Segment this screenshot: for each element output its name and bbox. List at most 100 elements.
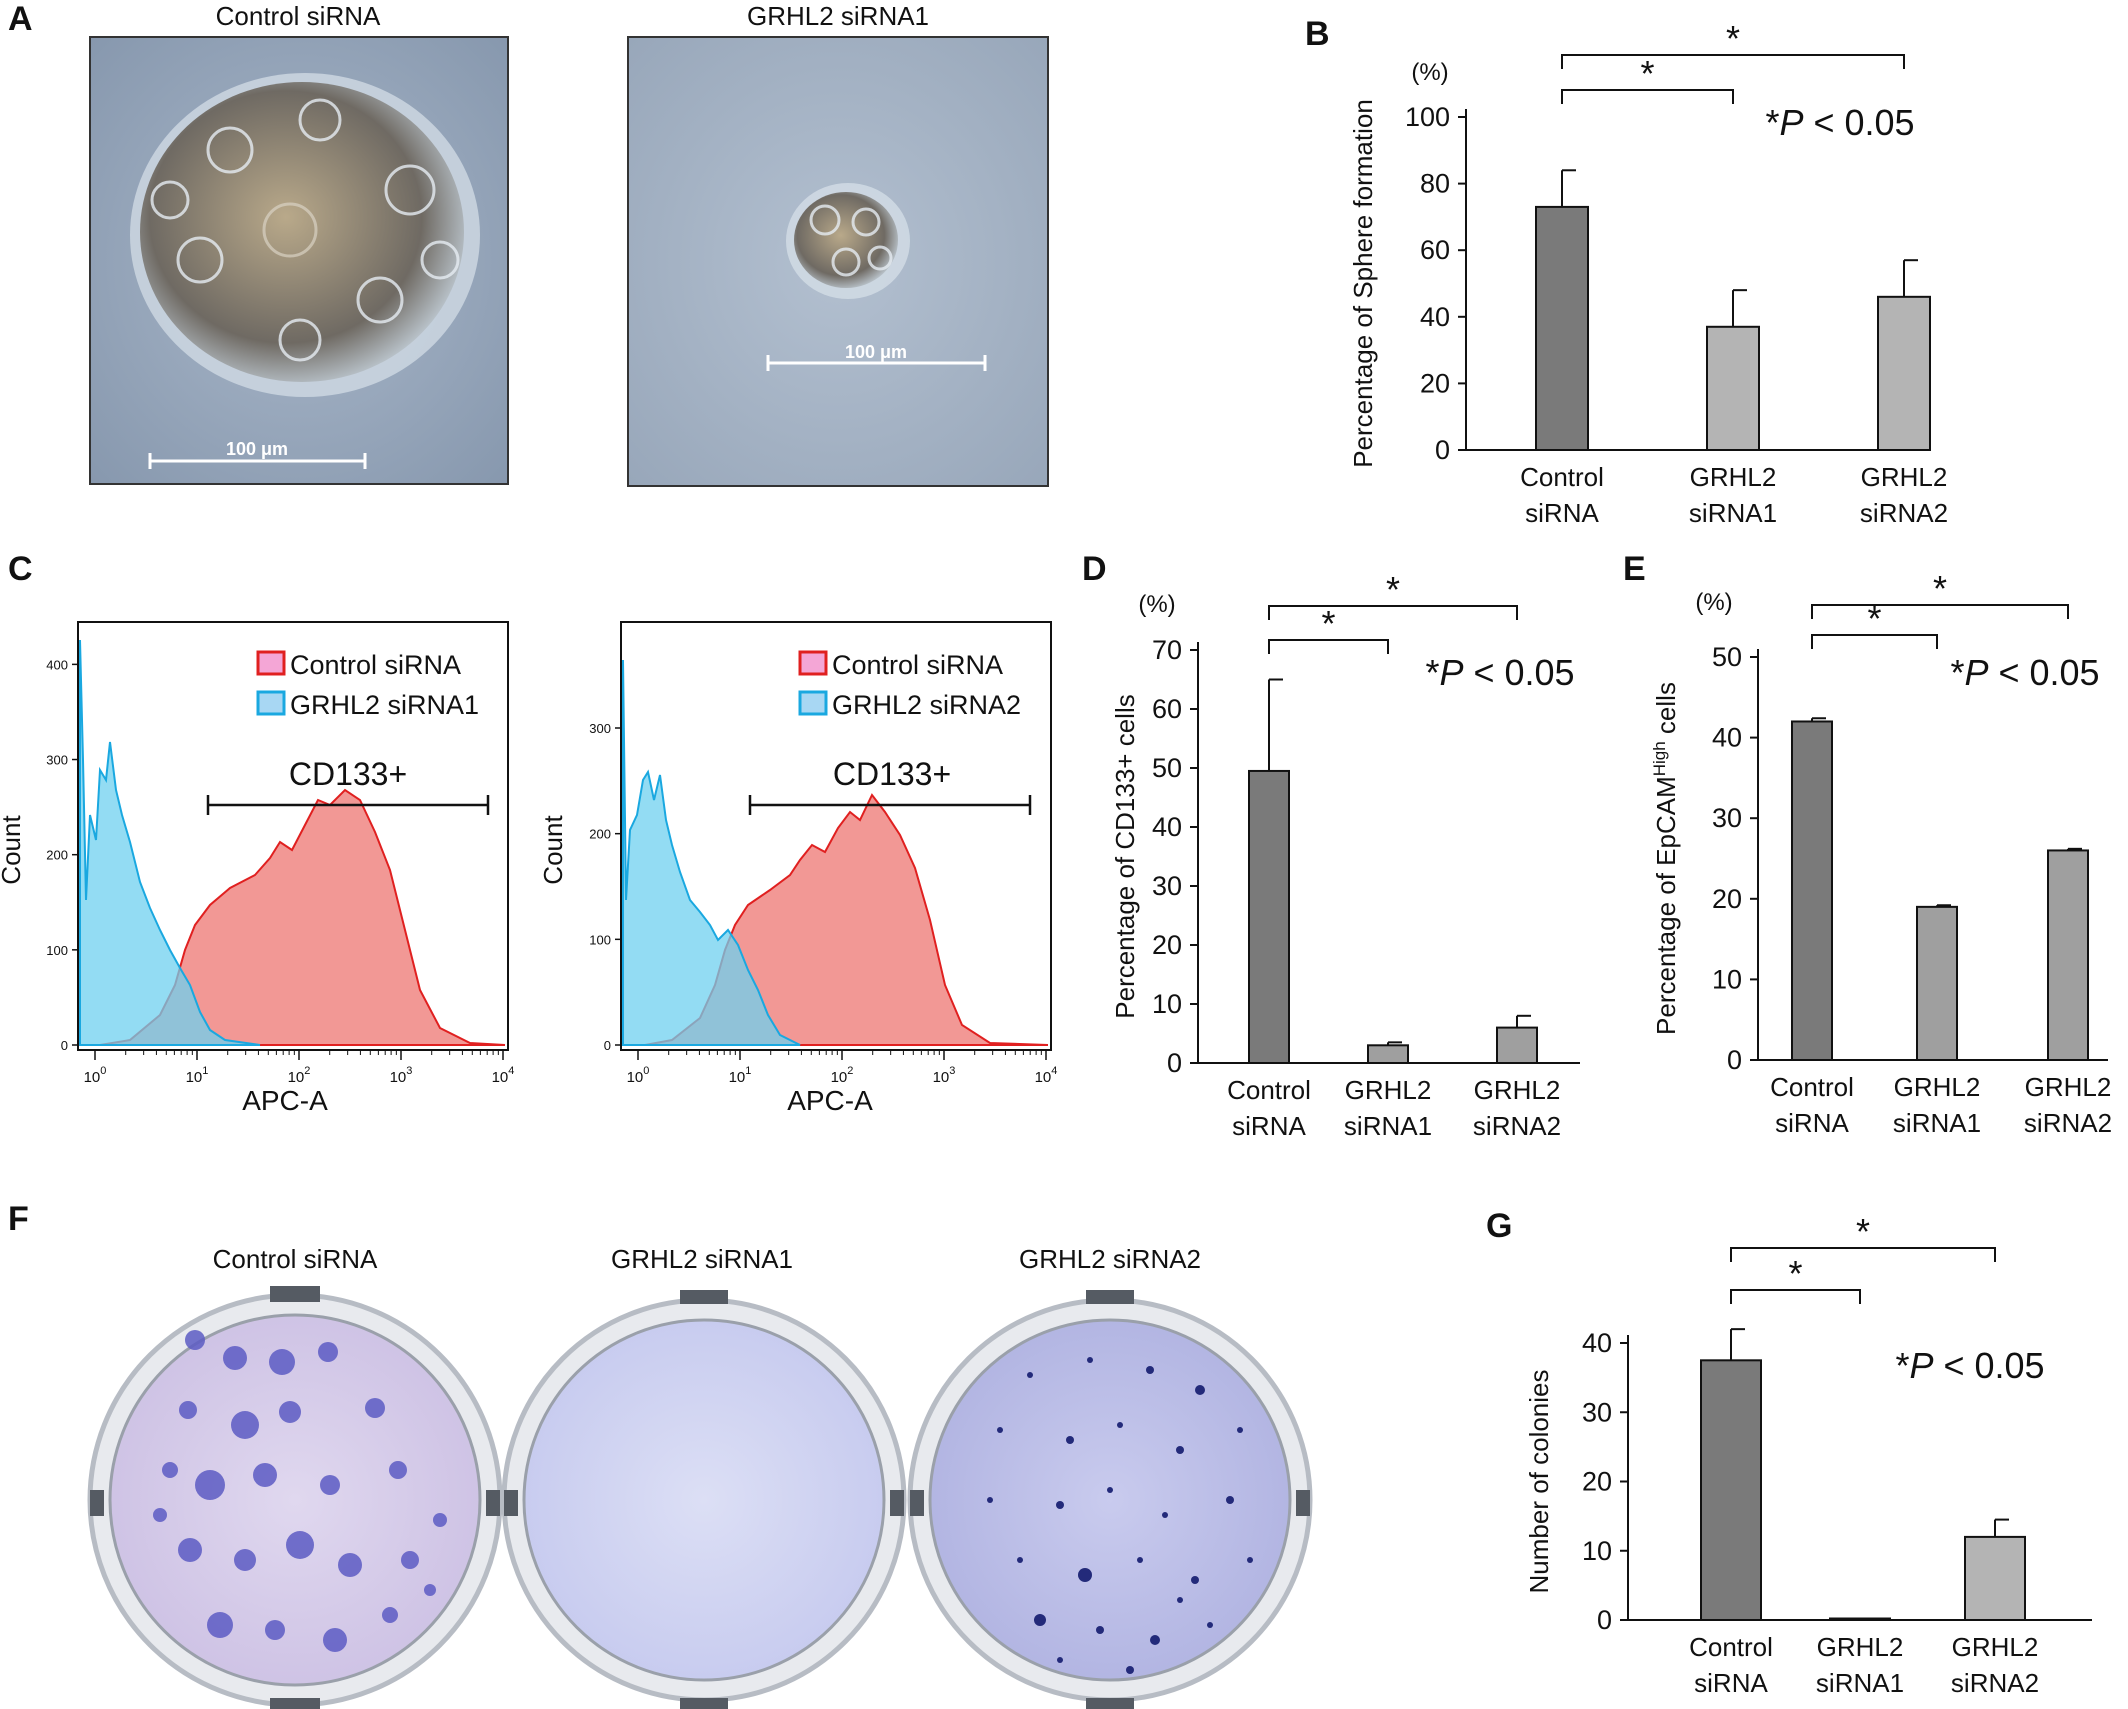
x-category-label: siRNA2 [1473, 1111, 1561, 1141]
significance-bracket [1730, 1289, 1861, 1304]
x-category-label: siRNA [1525, 498, 1599, 528]
significance-mark: * [1933, 568, 1947, 609]
y-tick-label: 0 [1167, 1048, 1182, 1078]
histogram-knockdown-area [622, 659, 801, 1046]
y-tick-label: 400 [46, 657, 68, 672]
y-axis-label-superscript: High [1650, 741, 1669, 776]
y-unit-label: (%) [1695, 589, 1732, 616]
x-tick-label: 101 [186, 1065, 209, 1086]
bar [1367, 1044, 1409, 1065]
chart-epcam-high-cells: 0 10 20 30 40 50 Control siRNA GRHL2 siRNA1 GRHL2 s… [1650, 568, 2112, 1138]
x-tick-exponent: 4 [508, 1065, 514, 1077]
panel-letter-e: E [1623, 550, 1646, 588]
legend-control: Control siRNA [832, 650, 1003, 680]
x-axis-ticks: 100 101 102 103 104 [627, 1050, 1058, 1086]
y-unit-label: (%) [1138, 591, 1175, 618]
p-value-annotation: *P < 0.05 [1765, 102, 1914, 143]
x-category-label: siRNA1 [1893, 1108, 1981, 1138]
y-tick-label: 40 [1420, 302, 1450, 332]
y-tick-label: 0 [1727, 1045, 1742, 1075]
p-value-symbol: P [1779, 102, 1803, 143]
y-tick-label: 20 [1152, 930, 1182, 960]
panel-letter-d: D [1082, 550, 1107, 588]
bar [1791, 720, 1833, 1061]
y-tick-label: 300 [589, 721, 611, 736]
micrograph-label: Control siRNA [216, 1, 381, 31]
y-tick-label: 20 [1582, 1467, 1612, 1497]
x-tick-label: 104 [1035, 1065, 1058, 1086]
micrograph-control: Control siRNA 100 μm [89, 1, 509, 485]
panel-letter-g: G [1486, 1207, 1512, 1245]
x-tick-label: 100 [84, 1065, 107, 1086]
plate-label: GRHL2 siRNA1 [611, 1244, 793, 1274]
x-category-label: siRNA1 [1689, 498, 1777, 528]
p-value-threshold: < 0.05 [1803, 102, 1914, 143]
y-axis-label: Number of colonies [1524, 1370, 1554, 1594]
y-tick-label: 20 [1712, 884, 1742, 914]
y-tick-label: 20 [1420, 368, 1450, 398]
y-tick-label: 0 [604, 1038, 611, 1053]
y-axis-label: Percentage of CD133+ cells [1110, 694, 1140, 1018]
plate-control: Control siRNA [87, 1244, 503, 1709]
y-tick-label: 0 [61, 1038, 68, 1053]
significance-mark: * [1386, 569, 1400, 610]
plate-label: Control siRNA [213, 1244, 378, 1274]
y-tick-label: 100 [589, 932, 611, 947]
bar [1496, 1026, 1538, 1064]
flow-legend: Control siRNA GRHL2 siRNA1 [256, 650, 479, 720]
legend-knockdown: GRHL2 siRNA1 [290, 690, 479, 720]
x-tick-label: 102 [831, 1065, 854, 1086]
plate-label: GRHL2 siRNA2 [1019, 1244, 1201, 1274]
y-tick-label: 70 [1152, 635, 1182, 665]
histogram-knockdown-area [79, 639, 261, 1046]
cell-sphere-small [786, 183, 910, 299]
x-axis-ticks: 100 101 102 103 104 [84, 1050, 514, 1086]
scale-bar: 100 μm [766, 342, 987, 371]
p-value-threshold: < 0.05 [1988, 652, 2099, 693]
p-value-threshold: < 0.05 [1933, 1345, 2044, 1386]
y-axis-label: Percentage of Sphere formation [1348, 99, 1378, 468]
bar [1700, 1359, 1762, 1621]
panel-letter-f: F [8, 1200, 29, 1238]
scale-bar: 100 μm [148, 439, 367, 469]
panel-letter-b: B [1305, 15, 1330, 53]
bar [1706, 325, 1760, 452]
y-axis-ticks: 0 100 200 300 400 [46, 657, 78, 1053]
x-category-label: GRHL2 [1345, 1075, 1432, 1105]
y-tick-label: 0 [1597, 1605, 1612, 1635]
y-tick-label: 100 [1405, 102, 1450, 132]
y-tick-label: 50 [1152, 753, 1182, 783]
x-axis-label: APC-A [787, 1085, 873, 1116]
scale-bar-label: 100 μm [845, 342, 907, 362]
significance-bracket [1561, 89, 1734, 104]
x-category-label: Control [1770, 1072, 1854, 1102]
x-category-label: siRNA1 [1816, 1668, 1904, 1698]
bar [1964, 1535, 2026, 1622]
plate-grhl2-sirna2: GRHL2 siRNA2 [907, 1244, 1313, 1709]
x-category-label: siRNA [1775, 1108, 1849, 1138]
significance-mark: * [1867, 598, 1881, 639]
x-tick-label: 103 [933, 1065, 956, 1086]
flow-legend: Control siRNA GRHL2 siRNA2 [798, 650, 1021, 720]
gate-label: CD133+ [289, 756, 407, 792]
y-axis-label: Count [538, 815, 568, 885]
colonies [987, 1357, 1253, 1674]
x-category-label: GRHL2 [1690, 462, 1777, 492]
x-category-label: siRNA2 [1951, 1668, 2039, 1698]
significance-mark: * [1726, 18, 1740, 59]
significance-bracket [1268, 639, 1389, 654]
y-tick-label: 30 [1582, 1397, 1612, 1427]
y-tick-label: 10 [1712, 964, 1742, 994]
flow-histogram-left: CD133+ Control siRNA GRHL2 siRNA1 010020… [0, 621, 514, 1116]
bar [1535, 205, 1589, 451]
x-tick-exponent: 0 [643, 1065, 649, 1077]
p-value-symbol: P [1964, 652, 1988, 693]
chart-cd133-cells: 0 10 20 30 40 50 60 70 Control siRNA GRHL2 siRNA1 GR… [1110, 569, 1580, 1141]
gate-label: CD133+ [833, 756, 951, 792]
y-axis-ticks: 0 100 200 300 [589, 721, 621, 1053]
significance-mark: * [1321, 603, 1335, 644]
p-value-annotation: *P < 0.05 [1895, 1345, 2044, 1386]
micrograph-label: GRHL2 siRNA1 [747, 1, 929, 31]
x-category-label: siRNA2 [2024, 1108, 2112, 1138]
